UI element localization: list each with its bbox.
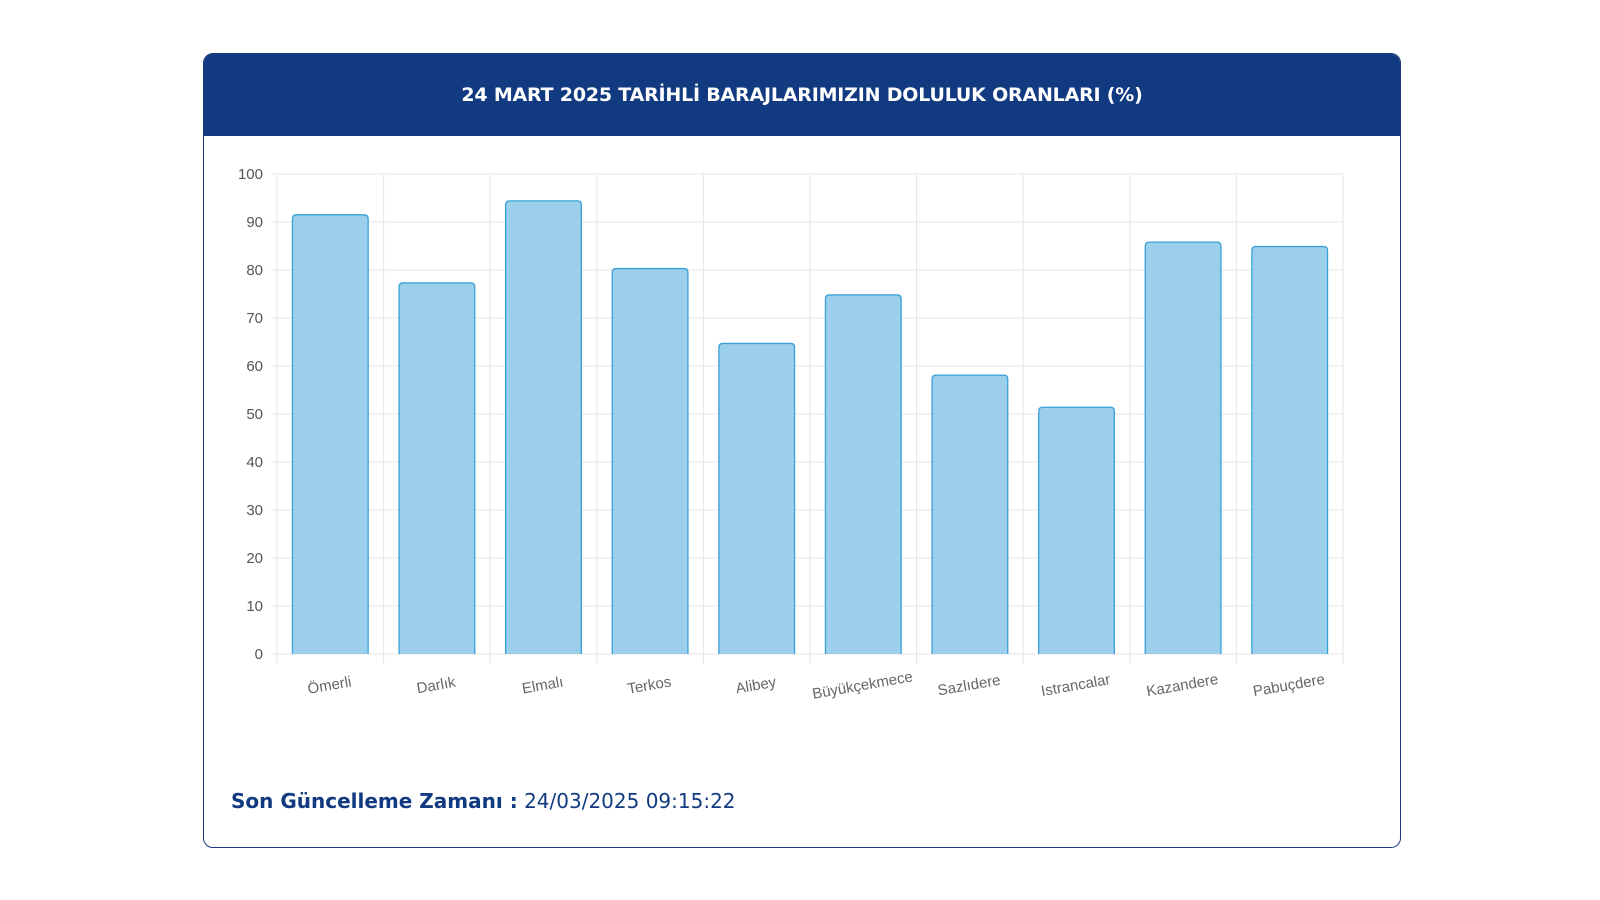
y-tick-label: 30 [246,502,263,519]
chart-area: 0 10 20 30 40 50 60 70 80 90 100 Ömerli Darlık Elmalı… [204,136,1400,756]
bar [611,267,689,654]
y-tick-label: 80 [246,262,263,279]
bar [1251,245,1329,654]
last-update-label: Son Güncelleme Zamanı : [231,789,518,813]
bar [291,214,369,654]
y-tick-label: 60 [246,358,263,375]
x-category-label: Istrancalar [1040,671,1112,700]
x-category-label: Pabuçdere [1252,671,1326,700]
bar-chart: 0 10 20 30 40 50 60 70 80 90 100 Ömerli Darlık Elmalı… [238,166,1344,703]
x-category-label: Terkos [626,673,672,697]
y-tick-label: 20 [246,550,263,567]
y-tick-label: 50 [246,406,263,423]
x-category-label: Kazandere [1145,671,1219,700]
x-category-label: Elmalı [521,674,565,698]
x-category-label: Darlık [415,674,457,698]
y-tick-label: 10 [246,598,263,615]
x-category-label: Alibey [734,674,778,698]
bar [1038,406,1115,654]
bar [505,200,582,654]
x-category-label: Ömerli [306,672,353,697]
bar [824,294,902,654]
bar [398,282,476,654]
y-tick-label: 100 [238,166,263,183]
last-update-value: 24/03/2025 09:15:22 [524,789,736,813]
y-tick-label: 90 [246,214,263,231]
chart-title: 24 MART 2025 TARİHLİ BARAJLARIMIZIN DOLU… [204,54,1400,136]
x-category-label: Büyükçekmece [811,668,914,702]
y-tick-label: 0 [255,646,263,663]
y-tick-label: 70 [246,310,263,327]
y-tick-label: 40 [246,454,263,471]
last-update: Son Güncelleme Zamanı : 24/03/2025 09:15… [231,789,736,813]
chart-card: 24 MART 2025 TARİHLİ BARAJLARIMIZIN DOLU… [203,53,1401,848]
bar [718,342,796,654]
x-category-label: Sazlıdere [936,672,1001,700]
bar [1144,241,1222,654]
bar [931,374,1009,654]
